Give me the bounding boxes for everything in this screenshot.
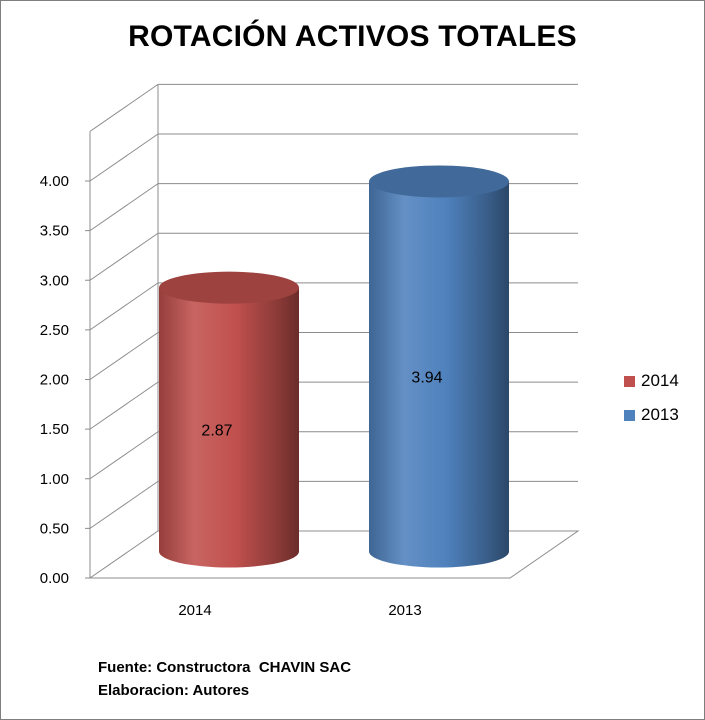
data-label-2013: 3.94: [411, 369, 442, 386]
gridline-diagonal: [89, 133, 159, 182]
legend-label-2014: 2014: [641, 371, 679, 390]
legend-swatch-2014: [624, 375, 635, 387]
x-tick-label: 2013: [388, 602, 421, 619]
y-tick-label: 4.00: [40, 173, 69, 190]
gridline-diagonal: [89, 232, 159, 281]
gridline-diagonal: [89, 83, 159, 132]
legend-label-2013: 2013: [641, 405, 679, 424]
y-tick-label: 1.50: [40, 421, 69, 438]
bar-2014: [159, 287, 299, 568]
y-tick-label: 3.50: [40, 223, 69, 240]
gridline-diagonal: [89, 431, 159, 480]
gridline-diagonal: [89, 381, 159, 430]
chart-footer: Fuente: Constructora CHAVIN SAC Elaborac…: [98, 656, 351, 702]
x-tick-label: 2014: [178, 602, 211, 619]
gridline-diagonal: [89, 480, 159, 529]
y-tick-label: 1.00: [40, 471, 69, 488]
y-tick-label: 0.00: [40, 570, 69, 587]
author-note: Elaboracion: Autores: [98, 682, 250, 699]
y-tick-label: 3.00: [40, 272, 69, 289]
legend-item-2014: 2014: [624, 364, 679, 398]
bar-2013: [369, 181, 509, 568]
legend-item-2013: 2013: [624, 398, 679, 432]
gridline-diagonal: [89, 183, 159, 232]
legend-swatch-2013: [624, 409, 635, 421]
y-tick-label: 2.50: [40, 322, 69, 339]
bar-top-2013: [369, 165, 509, 198]
chart-floor: [88, 530, 580, 579]
y-tick-label: 0.50: [40, 520, 69, 537]
gridline-diagonal: [89, 282, 159, 331]
data-label-2014: 2.87: [201, 423, 232, 440]
source-note: Fuente: Constructora CHAVIN SAC: [98, 659, 352, 676]
chart-legend: 2014 2013: [624, 364, 679, 432]
y-tick-label: 2.00: [40, 372, 69, 389]
chart-title: ROTACIÓN ACTIVOS TOTALES: [128, 20, 577, 53]
bar-top-2014: [159, 271, 299, 304]
gridline-diagonal: [89, 332, 159, 380]
